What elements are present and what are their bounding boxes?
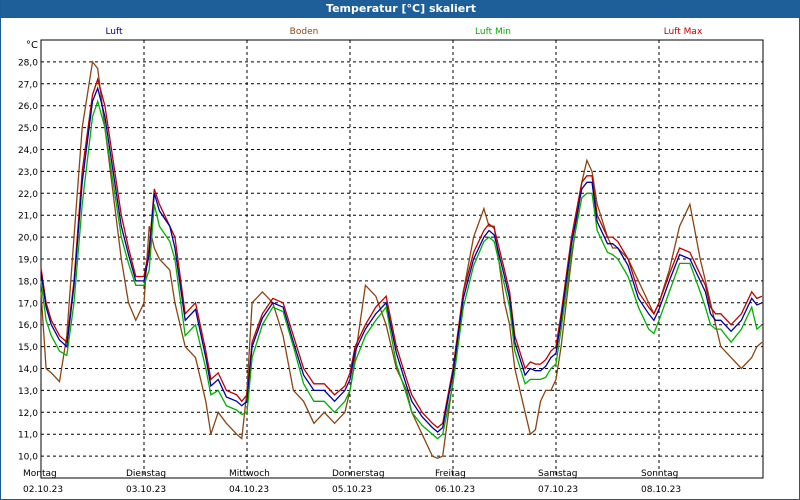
- day-name-label: Sonntag: [641, 469, 678, 479]
- day-name-label: Freitag: [435, 469, 466, 479]
- y-tick-label: 17,0: [18, 299, 38, 309]
- legend-luft: Luft: [105, 27, 123, 37]
- y-tick-label: 16,0: [18, 321, 38, 331]
- y-tick-label: 26,0: [18, 102, 38, 112]
- temperature-chart: Boden Luft Max Luft Luft Min °C 10,0 11,0 12,…: [18, 27, 764, 495]
- window-title: Temperatur [°C] skaliert: [1, 0, 800, 18]
- y-tick-label: 23,0: [18, 168, 38, 178]
- y-tick-label: 10,0: [18, 453, 38, 463]
- legend-luft-max: Luft Max: [664, 27, 703, 37]
- y-tick-label: 19,0: [18, 256, 38, 266]
- y-tick-label: 25,0: [18, 124, 38, 134]
- legend-luft-min: Luft Min: [475, 27, 511, 37]
- y-tick-label: 28,0: [18, 58, 38, 68]
- y-tick-label: 13,0: [18, 387, 38, 397]
- y-tick-label: 12,0: [18, 409, 38, 419]
- day-date-label: 02.10.23: [23, 485, 63, 495]
- day-date-label: 07.10.23: [538, 485, 578, 495]
- day-name-label: Mittwoch: [229, 469, 270, 479]
- grid: [41, 40, 763, 478]
- legend: Boden Luft Max Luft Luft Min: [105, 27, 703, 37]
- y-tick-label: 18,0: [18, 277, 38, 287]
- series-luft: [40, 86, 763, 433]
- y-tick-label: 22,0: [18, 190, 38, 200]
- y-tick-label: 20,0: [18, 234, 38, 244]
- y-tick-label: 27,0: [18, 80, 38, 90]
- y-tick-label: 11,0: [18, 431, 38, 441]
- y-tick-label: 21,0: [18, 212, 38, 222]
- day-date-label: 05.10.23: [332, 485, 372, 495]
- y-axis-label: °C: [26, 40, 38, 51]
- legend-boden: Boden: [290, 27, 319, 37]
- y-tick-label: 15,0: [18, 343, 38, 353]
- y-tick-label: 14,0: [18, 365, 38, 375]
- day-name-label: Donnerstag: [332, 469, 385, 479]
- y-tick-label: 24,0: [18, 146, 38, 156]
- day-date-label: 08.10.23: [641, 485, 681, 495]
- series-lines: [40, 60, 763, 460]
- day-date-label: 03.10.23: [126, 485, 166, 495]
- day-date-label: 06.10.23: [435, 485, 475, 495]
- day-name-label: Montag: [23, 469, 57, 479]
- day-name-label: Dienstag: [126, 469, 166, 479]
- series-luft-min: [40, 99, 763, 440]
- y-tick-labels: 10,0 11,0 12,0 13,0 14,0 15,0 16,0 17,0 18,0 19,0…: [18, 58, 38, 462]
- x-tick-labels: Montag 02.10.23 Dienstag 03.10.23 Mittwoch 04…: [23, 469, 681, 495]
- day-name-label: Samstag: [538, 469, 577, 479]
- day-date-label: 04.10.23: [229, 485, 269, 495]
